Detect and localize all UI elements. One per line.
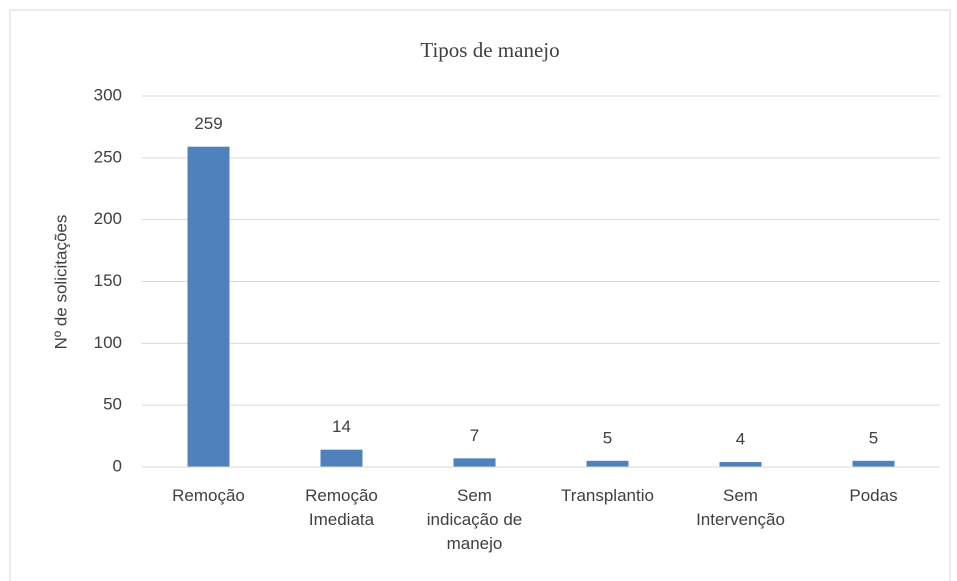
y-tick-label: 50 [103,395,122,414]
y-tick-label: 100 [94,333,122,352]
x-tick-label: Remoção [172,486,245,505]
x-tick-label: Sem indicação de manejo [427,486,522,553]
y-tick-label: 200 [94,209,122,228]
bar [852,460,895,467]
x-tick-label: Remoção Imediata [305,486,378,529]
y-axis-label: Nº de solicitações [51,215,70,350]
data-label: 5 [869,428,878,447]
bar [453,458,496,467]
data-label: 7 [470,426,479,445]
chart-title: Tipos de manejo [420,38,559,62]
bar [187,146,230,467]
data-label: 4 [736,430,745,449]
data-label: 259 [194,114,222,133]
y-tick-label: 150 [94,271,122,290]
data-label: 5 [603,428,612,447]
x-tick-label: Transplantio [561,486,654,505]
bar [719,462,762,467]
data-label: 14 [332,417,351,436]
x-tick-label: Podas [849,486,897,505]
y-tick-label: 0 [113,456,122,475]
bar [320,449,363,467]
bar [586,460,629,467]
y-tick-label: 250 [94,147,122,166]
chart-border [9,9,951,581]
x-tick-label: Sem Intervenção [696,486,785,529]
y-tick-label: 300 [94,85,122,104]
